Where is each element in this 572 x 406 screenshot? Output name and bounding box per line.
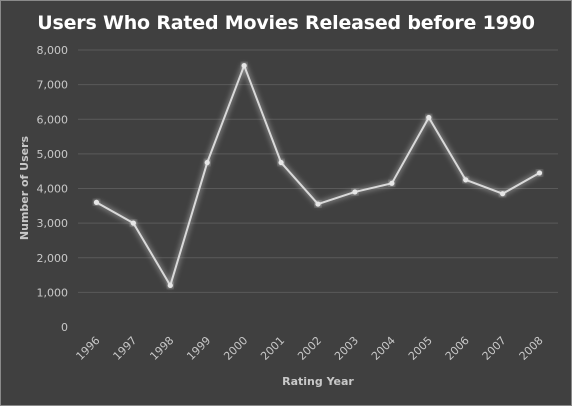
data-point [536,170,543,176]
y-tick-label: 0 [61,321,68,334]
x-tick-label: 2002 [295,334,324,363]
x-tick-label: 2008 [517,334,546,363]
y-tick-label: 6,000 [37,113,69,126]
x-tick-label: 1999 [184,334,213,363]
y-tick-label: 4,000 [37,183,69,196]
data-point [93,199,100,205]
y-axis-ticks: 0 1,000 2,000 3,000 4,000 5,000 6,000 7,000 8,00… [37,44,69,334]
x-tick-label: 2000 [221,334,250,363]
gridlines [78,49,558,293]
series-group [93,62,543,289]
y-tick-label: 7,000 [37,79,69,92]
x-axis-title: Rating Year [282,375,354,388]
data-point [426,114,432,121]
data-point [463,177,469,183]
data-point [241,62,247,69]
data-point [315,201,321,207]
data-point [500,191,506,197]
y-tick-label: 2,000 [37,252,69,265]
y-tick-label: 1,000 [37,286,69,299]
data-point [352,189,358,195]
x-tick-label: 2007 [480,334,509,363]
x-axis-ticks: 1996 1997 1998 1999 2000 2001 2002 2003 2004 2005… [74,334,546,363]
series-line [95,64,541,287]
x-tick-label: 2004 [369,334,398,363]
y-tick-label: 3,000 [37,217,69,230]
y-axis-title: Number of Users [18,135,31,240]
x-tick-label: 1998 [147,334,176,363]
x-tick-label: 1996 [74,334,103,363]
y-tick-label: 8,000 [37,44,69,57]
data-point [204,159,210,166]
y-tick-label: 5,000 [37,148,69,161]
x-tick-label: 2003 [332,334,361,363]
data-point [167,282,173,289]
data-point [130,220,136,226]
x-tick-label: 2005 [406,334,435,363]
data-point [278,159,284,166]
data-point [389,180,395,186]
x-tick-label: 2006 [443,334,472,363]
x-tick-label: 2001 [258,334,287,363]
x-tick-label: 1997 [111,334,140,363]
chart-title: Users Who Rated Movies Released before 1… [37,12,535,34]
